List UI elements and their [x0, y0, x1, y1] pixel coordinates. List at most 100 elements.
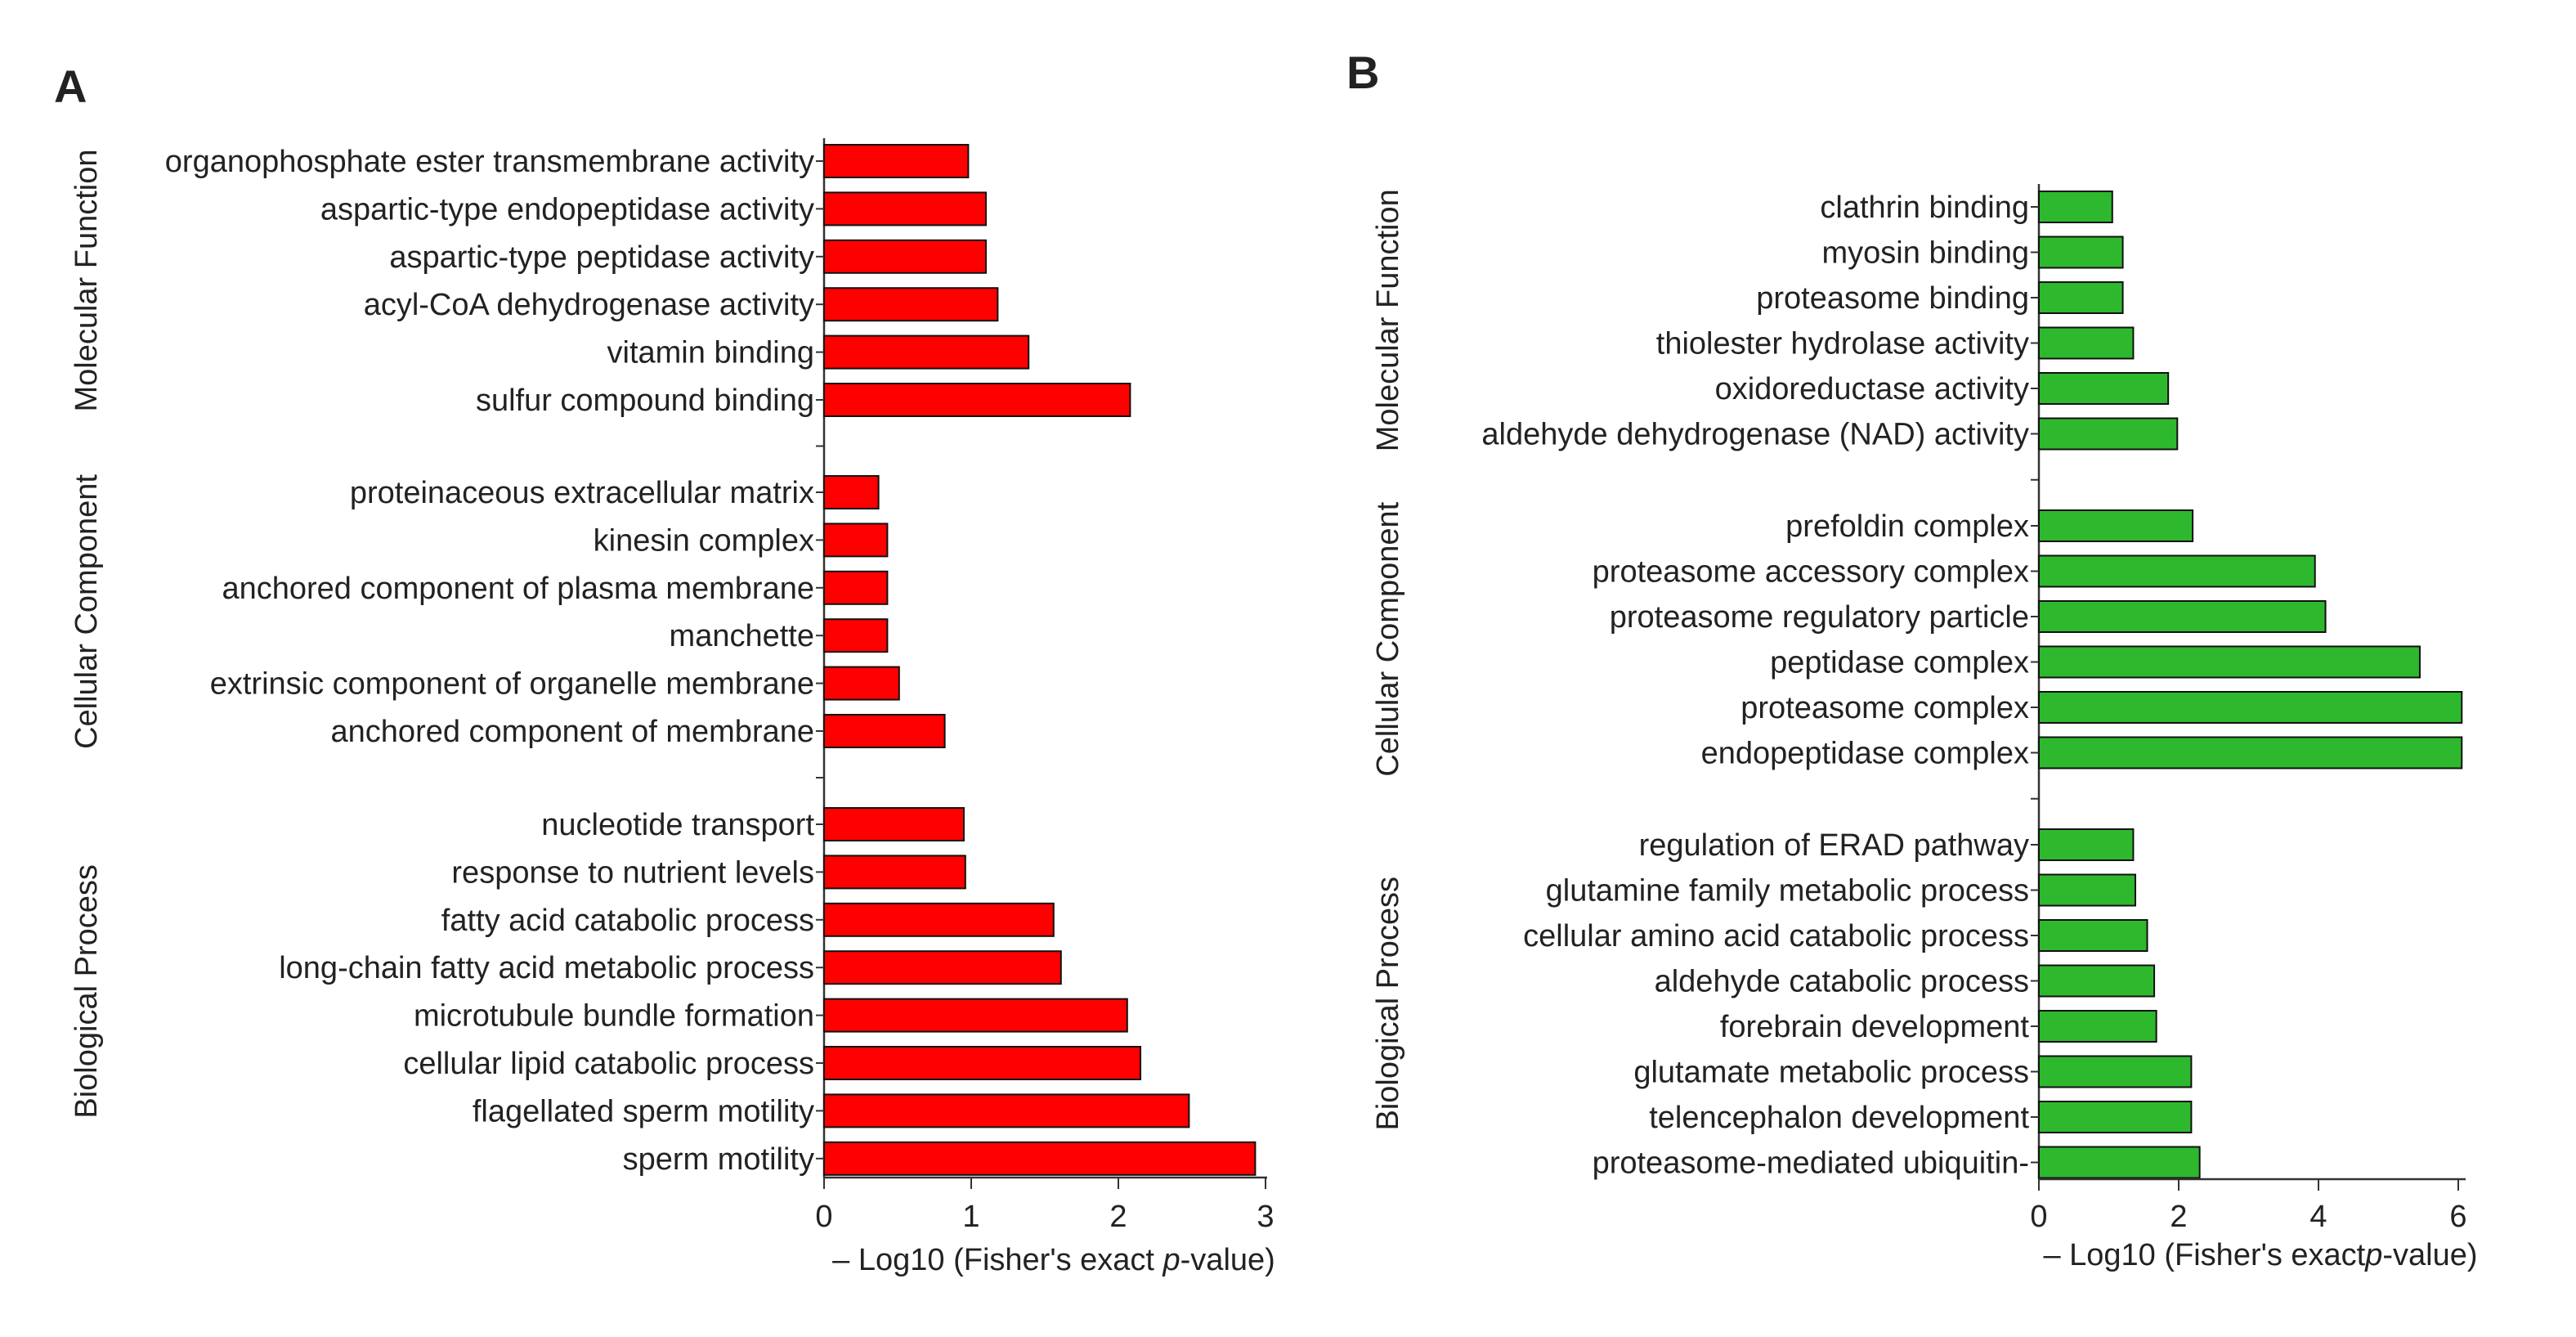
panel-a-bar: [823, 998, 1128, 1033]
panel-b-bar: [2038, 600, 2327, 633]
panel-b-x-tick-label: 2: [2170, 1200, 2187, 1234]
panel-a-panel-letter: A: [54, 61, 87, 112]
panel-b-bar: [2038, 1146, 2201, 1179]
panel-b-category-label: cellular amino acid catabolic process: [1523, 919, 2029, 953]
panel-b-category-label: peptidase complex: [1770, 646, 2029, 680]
panel-b-bar: [2038, 964, 2156, 998]
panel-b-category-label: forebrain development: [1720, 1010, 2030, 1044]
panel-b-bar: [2038, 736, 2463, 769]
panel-a-x-tick-label: 0: [815, 1200, 832, 1234]
panel-a-category-label: long-chain fatty acid metabolic process: [279, 951, 814, 985]
panel-a-category-label: extrinsic component of organelle membran…: [210, 667, 814, 702]
panel-a-bar: [823, 902, 1055, 937]
panel-b-bar: [2038, 554, 2316, 588]
panel-a-group-label: Molecular Function: [69, 149, 104, 411]
panel-b-bar: [2038, 236, 2124, 269]
panel-a-bar: [823, 1046, 1141, 1080]
panel-a-category-label: microtubule bundle formation: [414, 999, 814, 1034]
panel-a-bar: [823, 475, 880, 509]
panel-a-x-tick-label: 1: [962, 1200, 979, 1234]
panel-b-bar: [2038, 281, 2124, 314]
panel-a-group-label: Biological Process: [69, 864, 104, 1118]
panel-b-bar: [2038, 1010, 2157, 1043]
panel-b-bar: [2038, 873, 2136, 907]
panel-a-category-label: acyl-CoA dehydrogenase activity: [364, 288, 814, 322]
panel-b-x-tick-label: 0: [2030, 1200, 2047, 1234]
panel-b-category-label: aldehyde catabolic process: [1655, 965, 2029, 999]
panel-b-category-label: glutamine family metabolic process: [1546, 874, 2029, 909]
panel-b-group-label: Molecular Function: [1371, 189, 1405, 451]
panel-a-bar: [823, 1141, 1257, 1176]
panel-a-category-label: fatty acid catabolic process: [441, 904, 814, 938]
panel-b-category-label: glutamate metabolic process: [1633, 1056, 2029, 1090]
panel-a-bar: [823, 714, 946, 748]
panel-a-group-label: Cellular Component: [69, 474, 104, 749]
panel-a-category-label: anchored component of membrane: [331, 715, 814, 749]
panel-b-category-label: myosin binding: [1822, 236, 2029, 271]
panel-b-category-label: aldehyde dehydrogenase (NAD) activity: [1481, 418, 2029, 452]
panel-b-category-label: proteasome regulatory particle: [1610, 600, 2029, 635]
panel-b-bar: [2038, 372, 2170, 405]
panel-a-category-label: aspartic-type endopeptidase activity: [320, 192, 814, 227]
panel-b-bar: [2038, 919, 2148, 952]
panel-b-category-label: thiolester hydrolase activity: [1656, 327, 2029, 361]
panel-a-category-label: flagellated sperm motility: [473, 1094, 814, 1128]
panel-b-bar: [2038, 1101, 2193, 1133]
panel-a-category-label: organophosphate ester transmembrane acti…: [165, 145, 814, 179]
panel-b-category-label: prefoldin complex: [1785, 509, 2029, 544]
panel-a-bar: [823, 855, 966, 890]
panel-b-x-axis-title: – Log10 (Fisher's exactp-value): [2043, 1238, 2477, 1272]
panel-a-bar: [823, 950, 1062, 985]
panel-b-bar: [2038, 509, 2194, 542]
panel-b-category-label: proteasome binding: [1756, 281, 2029, 316]
panel-b-x-tick-label: 6: [2449, 1200, 2466, 1234]
panel-b-bar: [2038, 691, 2463, 724]
panel-a-x-tick-label: 3: [1257, 1200, 1274, 1234]
panel-a-bar: [823, 334, 1030, 370]
panel-a-category-label: aspartic-type peptidase activity: [389, 240, 814, 275]
panel-b-group-label: Cellular Component: [1371, 501, 1405, 776]
panel-a-bar: [823, 287, 999, 322]
panel-a-category-label: cellular lipid catabolic process: [403, 1047, 814, 1081]
panel-a-bar: [823, 807, 965, 841]
panel-a-category-label: nucleotide transport: [541, 808, 814, 842]
panel-a-bar: [823, 1093, 1190, 1128]
panel-a-category-label: response to nutrient levels: [451, 855, 814, 890]
panel-b-category-label: oxidoreductase activity: [1715, 372, 2029, 406]
panel-b-bar: [2038, 828, 2135, 861]
panel-a-category-label: sperm motility: [623, 1142, 814, 1177]
panel-a-x-tick-label: 2: [1109, 1200, 1127, 1234]
panel-a-category-label: sulfur compound binding: [476, 384, 814, 418]
panel-b-category-label: clathrin binding: [1820, 191, 2029, 225]
panel-b-category-label: regulation of ERAD pathway: [1639, 828, 2029, 863]
panel-a-bar: [823, 191, 987, 227]
panel-a-category-label: vitamin binding: [607, 336, 814, 370]
panel-b-category-label: proteasome-mediated ubiquitin-: [1593, 1146, 2029, 1181]
panel-b-category-label: telencephalon development: [1649, 1101, 2029, 1135]
panel-a-bar: [823, 618, 889, 653]
panel-b-bar: [2038, 326, 2135, 360]
panel-a-x-axis-title: – Log10 (Fisher's exact p-value): [832, 1243, 1275, 1277]
panel-b-x-tick-label: 4: [2309, 1200, 2327, 1234]
panel-b-bar: [2038, 645, 2421, 679]
panel-a-category-label: anchored component of plasma membrane: [222, 572, 814, 606]
panel-a-bar: [823, 523, 889, 558]
panel-b-category-label: proteasome accessory complex: [1593, 555, 2029, 590]
panel-b-category-label: endopeptidase complex: [1701, 737, 2029, 771]
panel-a-bar: [823, 570, 889, 605]
panel-a-category-label: kinesin complex: [594, 523, 814, 558]
panel-a-category-label: proteinaceous extracellular matrix: [350, 476, 814, 510]
panel-a-category-label: manchette: [670, 619, 814, 653]
panel-b-group-label: Biological Process: [1371, 877, 1405, 1130]
panel-b-bar: [2038, 191, 2113, 223]
panel-b-bar: [2038, 417, 2179, 451]
panel-b-category-label: proteasome complex: [1740, 691, 2029, 725]
panel-a-bar: [823, 383, 1131, 417]
panel-a-bar: [823, 144, 970, 178]
panel-a-bar: [823, 666, 900, 701]
panel-a-bar: [823, 239, 987, 274]
panel-b-bar: [2038, 1055, 2193, 1088]
panel-b-panel-letter: B: [1346, 47, 1379, 98]
